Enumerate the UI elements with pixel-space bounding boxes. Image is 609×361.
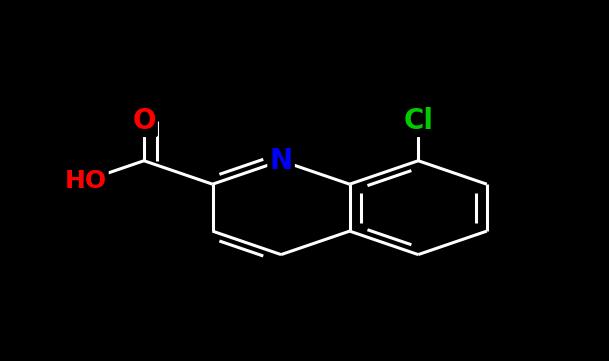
Text: Cl: Cl [403,107,433,135]
Text: O: O [132,107,156,135]
Text: HO: HO [65,169,107,193]
Text: N: N [270,147,293,175]
